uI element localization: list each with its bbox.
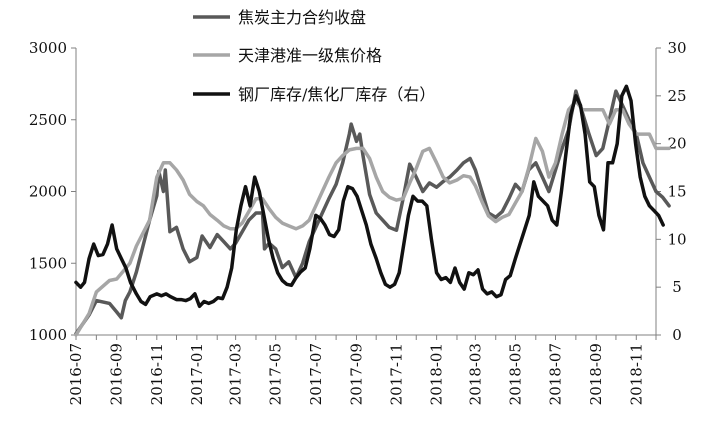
x-tick-label: 2016-07: [67, 343, 85, 405]
x-tick-label: 2017-07: [307, 343, 325, 405]
x-tick-label: 2018-09: [587, 343, 605, 405]
x-tick-label: 2018-01: [428, 343, 446, 405]
x-tick-label: 2018-07: [547, 343, 565, 405]
legend-label-coke-futures: 焦炭主力合约收盘: [238, 8, 366, 27]
axes: 1000 1500 2000 2500 3000 0 5 10 15 20 25 30 2016-07 2…: [29, 39, 687, 405]
x-tick-label: 2017-01: [188, 343, 206, 405]
right-y-tick-label: 30: [667, 39, 686, 57]
legend-label-tianjin-coke-price: 天津港准一级焦价格: [238, 46, 382, 65]
series-line-tianjin-coke-price: [74, 99, 671, 337]
right-y-tick-label: 20: [667, 135, 686, 153]
x-tick-label: 2016-11: [148, 343, 166, 405]
right-y-tick-label: 10: [667, 230, 686, 248]
x-tick-label: 2018-03: [466, 343, 484, 405]
series-line-inventory-ratio: [74, 84, 665, 309]
x-tick-label: 2017-03: [227, 343, 245, 405]
left-y-tick-label: 3000: [29, 39, 67, 57]
right-y-tick-label: 25: [667, 87, 686, 105]
left-y-tick-label: 1000: [29, 326, 67, 344]
x-tick-label: 2018-05: [506, 343, 524, 405]
left-y-tick-label: 1500: [29, 254, 67, 272]
series-line-coke-futures: [74, 89, 671, 336]
legend: 焦炭主力合约收盘 天津港准一级焦价格 钢厂库存/焦化厂库存（右）: [193, 8, 435, 104]
legend-label-inventory-ratio: 钢厂库存/焦化厂库存（右）: [238, 85, 435, 104]
right-y-tick-label: 0: [672, 326, 682, 344]
left-y-tick-label: 2500: [29, 111, 67, 129]
right-y-tick-label: 15: [667, 183, 686, 201]
x-tick-label: 2017-09: [347, 343, 365, 405]
x-tick-label: 2017-05: [267, 343, 285, 405]
x-tick-label: 2017-11: [388, 343, 406, 405]
plot-area: [74, 84, 671, 337]
left-y-tick-label: 2000: [29, 183, 67, 201]
x-tick-label: 2016-09: [108, 343, 126, 405]
right-y-tick-label: 5: [672, 278, 682, 296]
x-tick-label: 2018-11: [627, 343, 645, 405]
